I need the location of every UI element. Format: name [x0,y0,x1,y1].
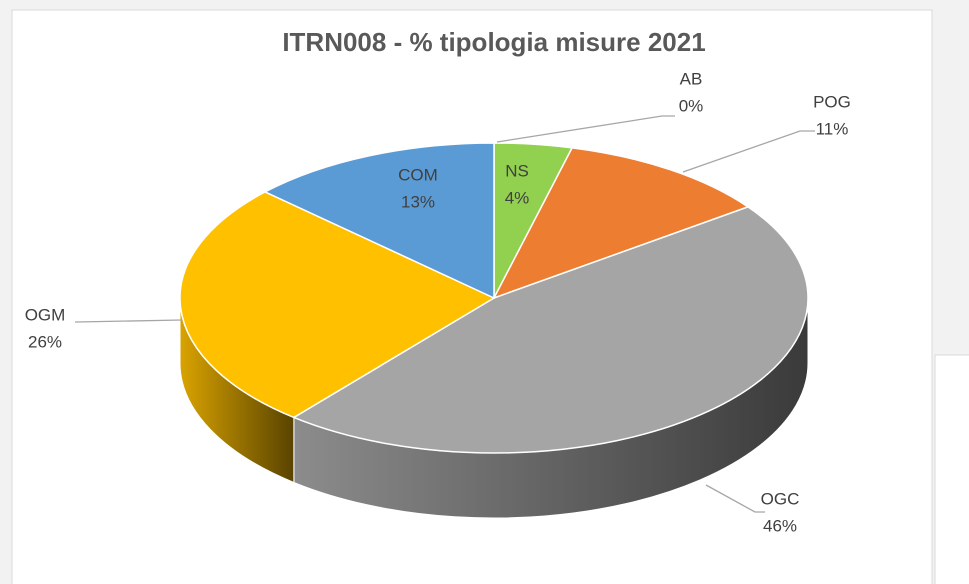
value-label: 46% [763,516,797,535]
pie-slice [263,142,495,300]
leader-line [682,130,815,173]
leader-line [496,115,675,143]
value-label: 0% [679,96,704,115]
pie-tops [179,142,809,454]
leader-line [75,319,183,323]
category-label: OGM [25,305,66,324]
category-label: NS [505,161,529,180]
category-label: POG [813,92,851,111]
category-label: COM [398,165,438,184]
value-label: 26% [28,332,62,351]
pie-slice [179,191,496,419]
category-label: OGC [761,489,800,508]
data-labels: AB 0% NS 4% POG 11% OGC 46% OGM 26% COM 13% [25,69,851,535]
value-label: 11% [816,119,849,138]
value-label: 13% [401,192,435,211]
chart-title: ITRN008 - % tipologia misure 2021 [282,27,705,57]
category-label: AB [680,69,703,88]
value-label: 4% [505,188,530,207]
pie-slice [292,206,809,454]
leader-line [705,484,765,513]
pie-slice [492,147,750,300]
side-panel [934,354,969,584]
